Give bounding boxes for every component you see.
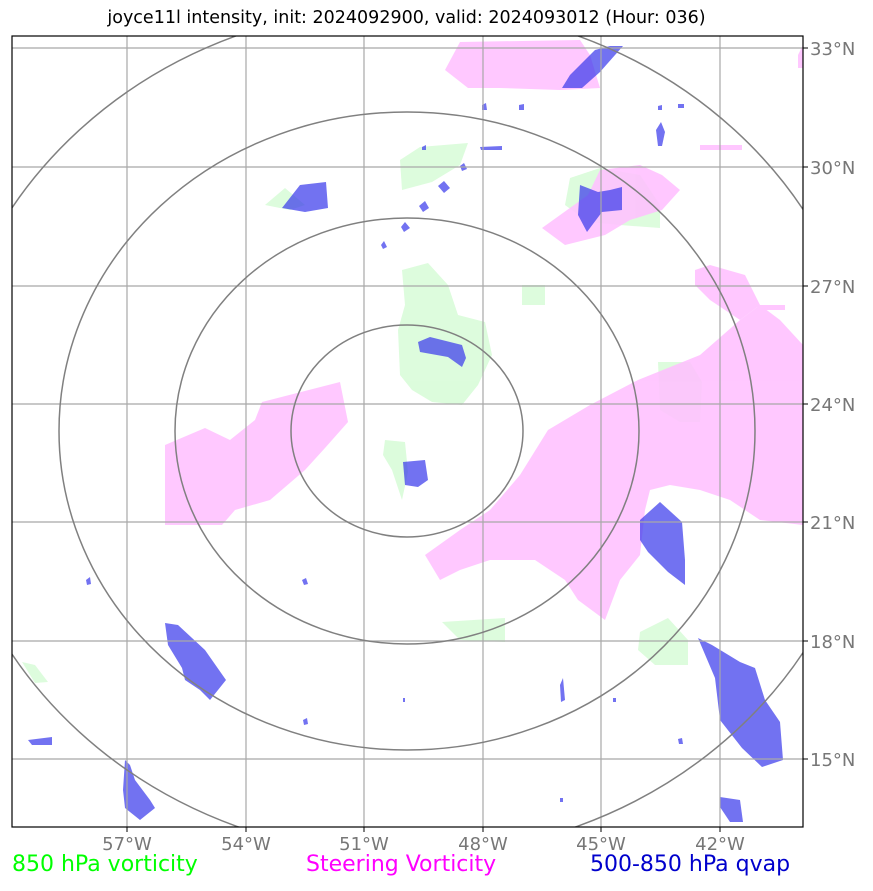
lon-tick-label: 42°W [695, 834, 745, 855]
lat-tick-label: 18°N [810, 632, 855, 653]
lat-tick-label: 24°N [810, 395, 855, 416]
lon-tick-label: 45°W [576, 834, 626, 855]
lon-tick-label: 54°W [221, 834, 271, 855]
lat-tick-label: 21°N [810, 513, 855, 534]
lon-tick-label: 51°W [339, 834, 389, 855]
range-rings [12, 36, 803, 827]
latitude-labels: 33°N 30°N 27°N 24°N 21°N 18°N 15°N [810, 39, 855, 771]
lon-tick-label: 48°W [458, 834, 508, 855]
map-frame [11, 35, 804, 828]
range-ring-2 [174, 217, 640, 645]
graticule [12, 36, 803, 827]
map-title: joyce11l intensity, init: 2024092900, va… [107, 8, 706, 28]
lat-tick-label: 15°N [810, 750, 855, 771]
longitude-labels: 57°W 54°W 51°W 48°W 45°W 42°W [102, 834, 745, 855]
lat-tick-label: 30°N [810, 158, 855, 179]
lon-tick-label: 57°W [102, 834, 152, 855]
qvap-areas [28, 46, 783, 822]
range-ring-3 [58, 111, 756, 751]
lat-tick-label: 33°N [810, 39, 855, 60]
legend-850-vorticity: 850 hPa vorticity [12, 852, 198, 877]
range-ring-1 [290, 324, 524, 538]
legend-qvap: 500-850 hPa qvap [590, 852, 791, 877]
lat-tick-label: 27°N [810, 277, 855, 298]
legend-steering-vorticity: Steering Vorticity [306, 852, 497, 877]
